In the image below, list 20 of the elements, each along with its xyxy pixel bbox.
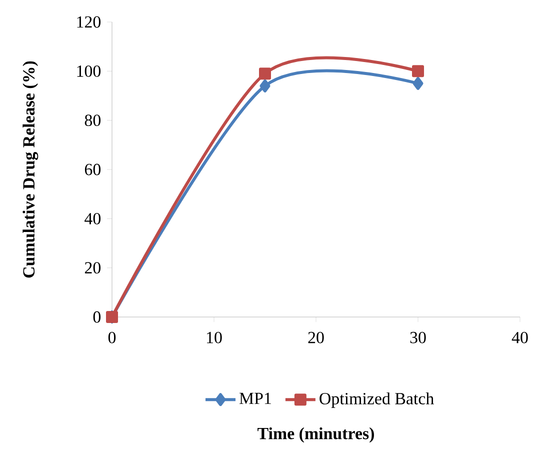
point <box>259 68 271 80</box>
point <box>412 76 424 90</box>
y-tick-label: 100 <box>77 65 101 77</box>
point <box>412 65 424 78</box>
x-axis-title: Time (minutres) <box>258 427 374 443</box>
x-tick-label: 10 <box>207 332 222 344</box>
x-tick-label: 30 <box>410 332 426 344</box>
y-tick-label: 20 <box>84 262 101 274</box>
x-tick-label: 40 <box>512 332 528 344</box>
y-tick-label: 120 <box>77 16 101 28</box>
y-axis-title: Cumulative Drug Release (%) <box>22 61 38 278</box>
legend-label: MP1 <box>239 392 271 404</box>
x-tick-label: 20 <box>308 332 324 344</box>
y-tick-label: 80 <box>84 114 101 126</box>
y-tick-label: 0 <box>93 311 101 323</box>
legend-label: Optimized Batch <box>320 392 434 408</box>
point <box>260 79 270 92</box>
y-tick-label: 40 <box>84 212 101 224</box>
y-tick-label: 60 <box>84 164 101 176</box>
x-tick-label: 0 <box>108 332 116 344</box>
